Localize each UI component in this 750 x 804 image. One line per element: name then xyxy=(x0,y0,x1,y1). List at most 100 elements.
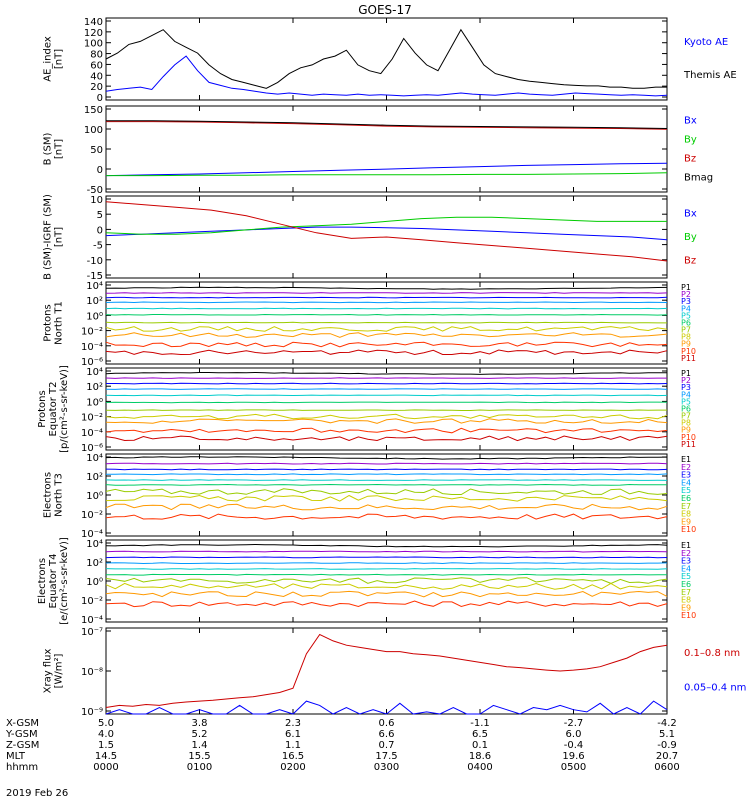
legend-entry: E6 xyxy=(681,494,691,503)
y-tick-label: 0 xyxy=(97,93,103,104)
legend-entry: P5 xyxy=(681,311,691,320)
xaxis-tick-value: 16.5 xyxy=(282,751,304,762)
y-tick-label: 10⁻² xyxy=(81,413,103,424)
panel-en3: 10⁴ 10² 10⁰ 10⁻² 10⁻⁴ Electrons North T3 E1E2E3… xyxy=(43,453,697,540)
xaxis-tick-value: 0100 xyxy=(187,762,212,773)
y-axis-label: Electrons xyxy=(37,558,48,604)
legend-entry: Bx xyxy=(684,115,697,126)
y-tick-label: 10 xyxy=(90,195,103,206)
xaxis-tick-value: 6.6 xyxy=(379,729,395,740)
channel-line-1 xyxy=(105,456,668,460)
xaxis-tick-value: 6.5 xyxy=(472,729,488,740)
xaxis-tick-value: 0600 xyxy=(654,762,679,773)
legend-entry: E5 xyxy=(681,486,691,495)
legend-entry: Bz xyxy=(684,255,696,266)
series-line-2 xyxy=(105,201,668,262)
channel-line-3 xyxy=(105,468,668,471)
y-tick-label: 10⁻⁴ xyxy=(81,615,103,626)
channel-line-2 xyxy=(105,292,668,294)
panel-ee4: 10⁴ 10² 10⁰ 10⁻² 10⁻⁴ Electrons Equator T4 [e/(… xyxy=(37,537,696,626)
y-tick-label: 150 xyxy=(84,105,103,116)
xaxis-tick-value: 0200 xyxy=(280,762,305,773)
y-tick-label: 10² xyxy=(86,558,103,569)
xaxis-tick-value: 5.2 xyxy=(192,729,208,740)
y-tick-label: 10⁻⁸ xyxy=(81,667,103,678)
y-tick-label: 10² xyxy=(86,382,103,393)
y-tick-label: 10⁰ xyxy=(86,397,103,408)
panel-frame xyxy=(105,453,668,537)
y-axis-label: AE_index xyxy=(43,36,54,82)
channel-line-8 xyxy=(105,413,668,420)
legend-entry: P3 xyxy=(681,383,691,392)
y-tick-label: 10⁻⁹ xyxy=(81,707,103,718)
series-line-1 xyxy=(105,28,667,89)
channel-line-4 xyxy=(105,388,668,390)
channel-line-7 xyxy=(105,488,668,495)
series-line-1 xyxy=(105,700,668,715)
legend-entry: P7 xyxy=(681,412,691,421)
legend-entry: P8 xyxy=(681,419,691,428)
channel-line-9 xyxy=(105,332,668,338)
y-tick-label: -5 xyxy=(93,241,103,252)
legend-entry: E9 xyxy=(681,603,691,612)
legend-entry: E4 xyxy=(681,478,691,487)
legend-entry: P8 xyxy=(681,333,691,342)
legend-entry: E6 xyxy=(681,580,691,589)
y-tick-label: 10² xyxy=(86,472,103,483)
series-line-0 xyxy=(105,162,668,177)
legend-entry: By xyxy=(684,232,697,243)
y-axis-label: B (SM) xyxy=(43,132,54,165)
legend-entry: P11 xyxy=(681,354,696,363)
y-tick-label: -10 xyxy=(87,256,103,267)
channel-line-9 xyxy=(105,418,668,424)
xaxis-row-label: Z-GSM xyxy=(6,740,39,751)
legend-entry: P6 xyxy=(681,318,691,327)
y-tick-label: 50 xyxy=(90,145,103,156)
xaxis-tick-value: 14.5 xyxy=(95,751,117,762)
legend-entry: E3 xyxy=(681,557,691,566)
y-tick-label: 10⁰ xyxy=(86,491,103,502)
y-tick-label: 0 xyxy=(97,165,103,176)
xaxis-tick-value: 0500 xyxy=(561,762,586,773)
legend-entry: P10 xyxy=(681,347,696,356)
legend-entry: By xyxy=(684,134,697,145)
series-line-0 xyxy=(105,633,668,708)
channel-line-5 xyxy=(105,479,668,481)
y-axis-label: Protons xyxy=(43,304,54,341)
y-tick-label: 0 xyxy=(97,225,103,236)
legend-entry: E7 xyxy=(681,502,691,511)
channel-line-1 xyxy=(105,286,668,290)
y-tick-label: 10⁻² xyxy=(81,327,103,338)
y-axis-label: [p/(cm²-s-sr-keV)] xyxy=(59,365,70,453)
y-tick-label: 80 xyxy=(90,50,103,61)
y-tick-label: -15 xyxy=(87,271,103,282)
y-tick-label: -50 xyxy=(87,185,103,196)
legend-entry: P1 xyxy=(681,369,691,378)
legend-entry: E2 xyxy=(681,549,691,558)
xaxis-row-label: Y-GSM xyxy=(5,729,38,740)
channel-line-11 xyxy=(105,349,668,356)
legend-entry: E10 xyxy=(681,525,696,534)
series-line-0 xyxy=(105,55,668,97)
channel-line-8 xyxy=(105,494,668,502)
panel-pn1: 10⁴ 10² 10⁰ 10⁻² 10⁻⁴ 10⁻⁶ Protons North T1 P1P2… xyxy=(43,281,697,368)
legend-entry: 0.1–0.8 nm xyxy=(684,648,740,659)
legend-entry: Bz xyxy=(684,154,696,165)
y-tick-label: 10⁰ xyxy=(86,577,103,588)
legend-entry: P1 xyxy=(681,283,691,292)
panel-bsm: 150 100 50 0 -50 B (SM) [nT] Bx By Bz Bmag xyxy=(43,105,714,196)
legend-entry: P9 xyxy=(681,340,691,349)
panel-frame xyxy=(105,105,668,193)
xaxis-tick-value: 0.6 xyxy=(379,718,395,729)
panel-xray: 10⁻⁷ 10⁻⁸ 10⁻⁹ Xray flux [W/m²] 0.1–0.8 nm 0.0… xyxy=(43,627,747,718)
legend-entry: E8 xyxy=(681,510,691,519)
legend-entry: P7 xyxy=(681,326,691,335)
channel-line-5 xyxy=(105,394,668,397)
y-tick-label: 10⁴ xyxy=(86,367,103,378)
xaxis-tick-value: 3.8 xyxy=(192,718,208,729)
legend-entry: Kyoto AE xyxy=(684,37,728,48)
channel-line-3 xyxy=(105,556,668,559)
